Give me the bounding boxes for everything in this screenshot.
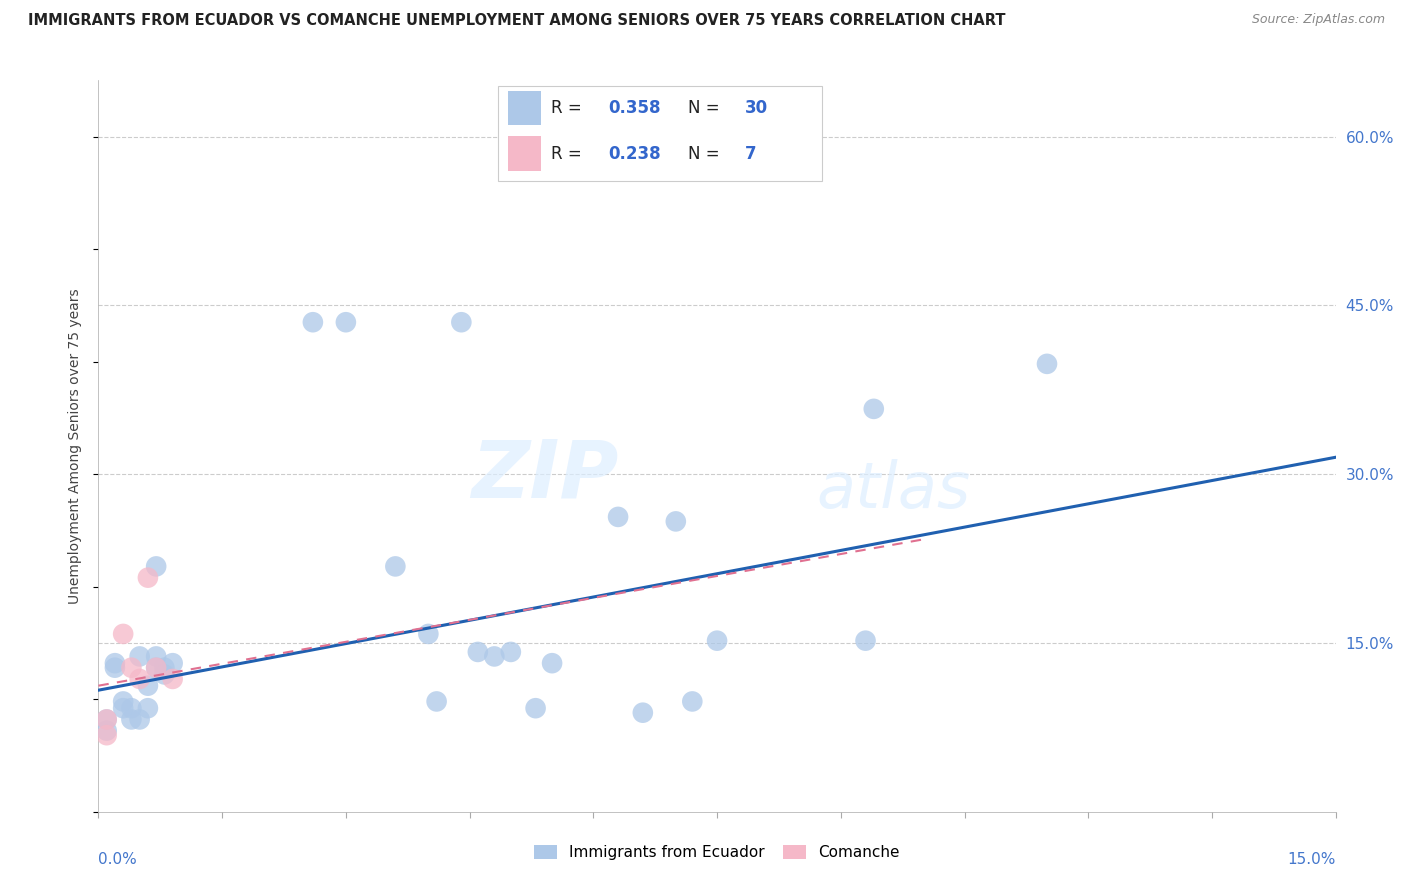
Text: IMMIGRANTS FROM ECUADOR VS COMANCHE UNEMPLOYMENT AMONG SENIORS OVER 75 YEARS COR: IMMIGRANTS FROM ECUADOR VS COMANCHE UNEM… (28, 13, 1005, 29)
Point (335, 315, 357, 329)
Point (1036, 357, 1059, 371)
Point (524, 701, 547, 715)
Point (855, 633, 877, 648)
Text: R =: R = (551, 99, 588, 117)
Point (112, 694, 135, 708)
Point (426, 694, 449, 708)
Point (302, 315, 325, 329)
Point (136, 679, 159, 693)
Point (384, 559, 406, 574)
Point (665, 515, 688, 529)
Point (541, 656, 564, 670)
Point (557, 161, 579, 175)
Point (467, 645, 489, 659)
Point (120, 661, 142, 675)
Text: ZIP: ZIP (471, 436, 619, 515)
Point (112, 627, 135, 641)
Point (145, 661, 167, 675)
Point (484, 649, 506, 664)
Text: 0.358: 0.358 (607, 99, 661, 117)
Point (96, 728, 118, 742)
Point (128, 649, 150, 664)
Point (162, 672, 184, 686)
Point (153, 667, 176, 681)
Text: N =: N = (688, 99, 725, 117)
Point (136, 701, 159, 715)
Point (607, 509, 630, 524)
Point (862, 401, 884, 416)
Point (136, 571, 159, 585)
Text: atlas: atlas (815, 458, 970, 521)
Point (153, 661, 176, 675)
FancyBboxPatch shape (498, 86, 821, 181)
Point (96, 723, 118, 738)
Point (96, 713, 118, 727)
Text: 15.0%: 15.0% (1288, 852, 1336, 867)
Point (162, 656, 184, 670)
Text: N =: N = (688, 145, 725, 162)
Text: 0.238: 0.238 (607, 145, 661, 162)
Point (499, 645, 522, 659)
Point (104, 661, 127, 675)
Point (112, 701, 135, 715)
Point (128, 672, 150, 686)
Point (145, 559, 167, 574)
Point (706, 633, 728, 648)
Point (120, 701, 142, 715)
Text: 7: 7 (745, 145, 756, 162)
Text: R =: R = (551, 145, 588, 162)
Bar (508, 91, 541, 126)
Point (120, 713, 142, 727)
Point (145, 649, 167, 664)
Point (96, 713, 118, 727)
Point (104, 656, 127, 670)
Text: 0.0%: 0.0% (98, 852, 138, 867)
Text: 30: 30 (745, 99, 768, 117)
Point (631, 706, 654, 720)
Point (128, 713, 150, 727)
Text: Source: ZipAtlas.com: Source: ZipAtlas.com (1251, 13, 1385, 27)
Point (418, 627, 440, 641)
Point (145, 661, 167, 675)
Legend: Immigrants from Ecuador, Comanche: Immigrants from Ecuador, Comanche (529, 838, 905, 866)
Point (450, 315, 472, 329)
Bar (508, 136, 541, 171)
Y-axis label: Unemployment Among Seniors over 75 years: Unemployment Among Seniors over 75 years (69, 288, 83, 604)
Point (681, 694, 703, 708)
